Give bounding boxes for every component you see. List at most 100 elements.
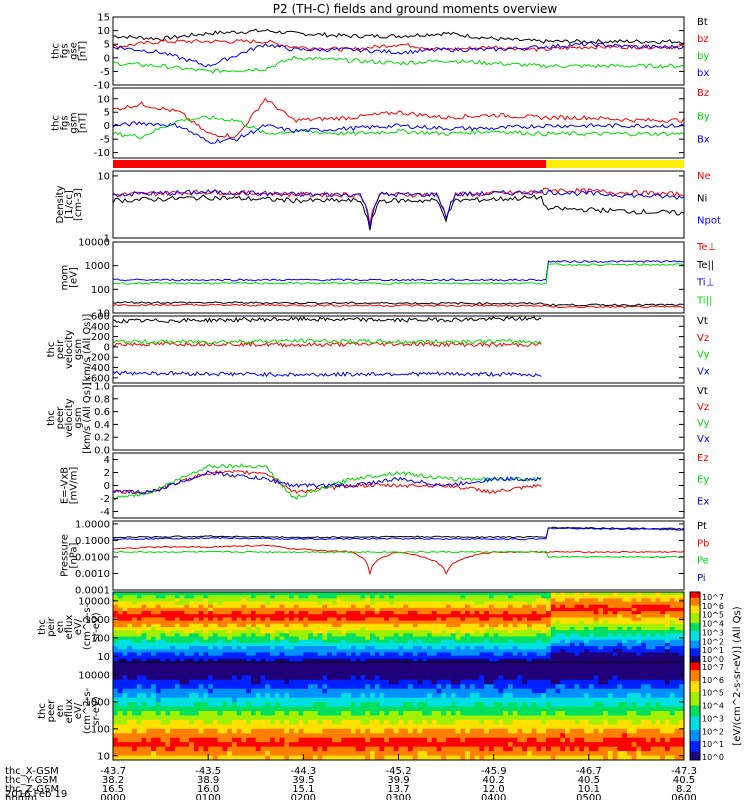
heatmap-cell [160,688,166,694]
heatmap-cell [270,617,276,622]
heatmap-cell [208,646,214,650]
heatmap-cell [122,733,128,739]
heatmap-cell [612,636,618,641]
heatmap-cell [317,646,323,650]
heatmap-cell [517,646,523,650]
heatmap-cell [260,679,266,685]
heatmap-cell [270,592,276,596]
heatmap-cell [417,733,423,739]
series-line-red [112,38,685,52]
heatmap-cell [165,697,171,703]
heatmap-cell [431,592,437,596]
heatmap-cell [122,728,128,734]
heatmap-cell [165,617,171,622]
heatmap-cell [132,646,138,650]
heatmap-cell [474,623,480,628]
heatmap-cell [284,751,290,756]
heatmap-cell [336,655,342,660]
heatmap-cell [536,617,542,622]
heatmap-cell [579,658,585,663]
heatmap-cell [584,646,590,650]
heatmap-cell [531,728,537,734]
heatmap-cell [327,630,333,634]
heatmap-cell [536,623,542,628]
heatmap-cell [450,636,456,641]
heatmap-cell [270,658,276,663]
heatmap-cell [270,728,276,734]
heatmap-cell [179,636,185,641]
heatmap-cell [127,598,133,602]
heatmap-cell [365,733,371,739]
heatmap-cell [298,636,304,641]
heatmap-cell [493,733,499,739]
heatmap-cell [408,655,414,660]
heatmap-cell [607,627,614,631]
heatmap-cell [113,755,119,761]
heatmap-cell [669,627,675,631]
heatmap-cell [512,702,518,707]
heatmap-cell [260,706,266,712]
legend-entry: Ex [697,496,709,507]
heatmap-cell [317,595,323,599]
heatmap-cell [384,639,390,644]
heatmap-cell [336,697,342,703]
heatmap-cell [179,617,185,622]
heatmap-cell [208,601,214,606]
heatmap-cell [427,633,433,637]
heatmap-cell [298,630,304,634]
heatmap-cell [250,617,257,622]
heatmap-cell [346,604,352,609]
heatmap-cell [179,728,185,734]
heatmap-cell [417,595,423,599]
heatmap-cell [298,737,304,743]
heatmap-cell [431,733,437,739]
heatmap-cell [650,646,656,650]
heatmap-cell [227,636,233,641]
panel-peer_velocity: 1.00.80.60.40.20.0thcpeervelocitygsm[km/… [46,382,710,457]
heatmap-cell [622,633,628,637]
heatmap-cell [560,702,566,707]
heatmap-cell [431,706,437,712]
heatmap-cell [493,702,499,707]
heatmap-cell [260,746,266,752]
heatmap-cell [584,607,590,612]
heatmap-cell [546,688,552,694]
series-line-green [112,55,685,74]
heatmap-cell [412,715,418,721]
heatmap-cell [455,617,461,622]
heatmap-cell [198,697,204,703]
heatmap-cell [117,607,123,612]
heatmap-cell [512,697,518,703]
heatmap-cell [346,684,352,690]
heatmap-cell [507,642,514,647]
heatmap-cell [289,706,295,712]
heatmap-cell [517,728,523,734]
heatmap-cell [403,711,409,716]
heatmap-cell [498,636,504,641]
heatmap-cell [174,620,181,625]
heatmap-cell [198,715,204,721]
heatmap-cell [374,652,380,657]
heatmap-cell [151,604,157,609]
heatmap-cell [484,627,490,631]
heatmap-cell [203,702,209,707]
heatmap-cell [160,675,166,681]
heatmap-cell [331,679,338,685]
heatmap-cell [298,658,304,663]
heatmap-cell [179,697,185,703]
heatmap-cell [565,728,571,734]
heatmap-cell [450,684,456,690]
heatmap-cell [303,604,309,609]
heatmap-cell [388,746,395,752]
heatmap-cell [626,658,633,663]
heatmap-cell [393,614,399,618]
heatmap-cell [274,611,280,615]
heatmap-cell [479,706,485,712]
heatmap-cell [593,646,599,650]
heatmap-cell [403,649,409,653]
heatmap-cell [236,751,242,756]
heatmap-cell [350,697,357,703]
heatmap-cell [231,688,238,694]
heatmap-cell [155,751,161,756]
heatmap-cell [369,715,376,721]
